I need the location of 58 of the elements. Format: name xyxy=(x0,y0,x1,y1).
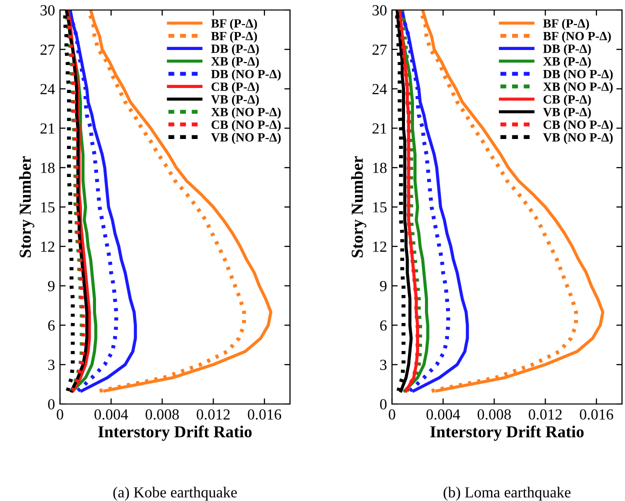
y-tick-label: 3 xyxy=(48,360,55,370)
y-tick-label: 30 xyxy=(372,5,387,16)
y-tick-label: 9 xyxy=(380,280,387,292)
x-tick-label: 0.008 xyxy=(478,409,511,420)
y-tick-label: 15 xyxy=(41,202,55,212)
text: (b) Loma earthquake xyxy=(444,486,571,501)
legend-label: BF (P-Δ) xyxy=(543,18,589,30)
y-tick-label: 3 xyxy=(380,360,387,370)
legend-label: BF (P-Δ) xyxy=(211,31,257,43)
y-tick-label: 18 xyxy=(373,162,387,174)
y-tick-label: 24 xyxy=(40,84,55,94)
legend-label: VB (P-Δ) xyxy=(543,107,591,119)
x-tick-label: 0 xyxy=(56,409,64,420)
legend-label: BF (P-Δ) xyxy=(211,18,257,30)
y-tick-label: 30 xyxy=(40,5,55,16)
y-tick-label: 6 xyxy=(380,320,387,331)
legend-label: XB (NO P-Δ) xyxy=(543,82,613,94)
text: (a) Kobe earthquake xyxy=(113,486,237,501)
legend-label: CB (P-Δ) xyxy=(544,94,591,106)
x-axis-title: Interstory Drift Ratio xyxy=(430,425,584,441)
y-tick-label: 12 xyxy=(41,242,54,252)
y-tick-label: 0 xyxy=(48,399,55,410)
legend-label: CB (P-Δ) xyxy=(212,82,259,94)
legend-label: BF (NO P-Δ) xyxy=(543,31,611,43)
legend-label: CB (NO P-Δ) xyxy=(212,120,281,132)
y-tick-label: 6 xyxy=(48,320,55,331)
y-tick-label: 0 xyxy=(380,399,387,410)
legend-label: DB (NO P-Δ) xyxy=(211,69,281,81)
y-tick-label: 21 xyxy=(40,123,54,134)
y-tick-label: 12 xyxy=(373,242,386,252)
legend-label: VB (NO P-Δ) xyxy=(211,132,281,144)
legend-label: XB (P-Δ) xyxy=(211,56,259,68)
x-tick-label: 0.012 xyxy=(528,409,562,420)
y-tick-label: 18 xyxy=(41,162,55,174)
y-axis-title: Story Number xyxy=(19,156,34,258)
legend-label: DB (NO P-Δ) xyxy=(543,69,613,81)
x-tick-label: 0.012 xyxy=(196,409,230,420)
y-tick-label: 15 xyxy=(373,202,387,212)
legend-label: CB (NO P-Δ) xyxy=(544,120,613,132)
x-axis-title: Interstory Drift Ratio xyxy=(98,425,252,441)
x-tick-label: 0.016 xyxy=(248,409,282,420)
y-tick-label: 24 xyxy=(372,84,387,94)
y-tick-label: 9 xyxy=(48,280,55,292)
y-tick-label: 21 xyxy=(372,123,386,134)
legend-label: DB (P-Δ) xyxy=(543,44,591,56)
legend-label: XB (NO P-Δ) xyxy=(211,107,281,119)
legend-label: XB (P-Δ) xyxy=(543,56,591,68)
y-axis-title: Story Number xyxy=(351,156,366,258)
legend-label: VB (P-Δ) xyxy=(211,94,259,106)
legend-label: DB (P-Δ) xyxy=(211,44,259,56)
x-tick-label: 0.016 xyxy=(580,409,614,420)
x-tick-label: 0.004 xyxy=(94,409,128,420)
y-tick-label: 27 xyxy=(372,44,387,55)
x-tick-label: 0.004 xyxy=(426,409,460,420)
x-tick-label: 0 xyxy=(388,409,396,420)
y-tick-label: 27 xyxy=(40,44,55,55)
x-tick-label: 0.008 xyxy=(146,409,179,420)
legend-label: VB (NO P-Δ) xyxy=(543,132,613,144)
